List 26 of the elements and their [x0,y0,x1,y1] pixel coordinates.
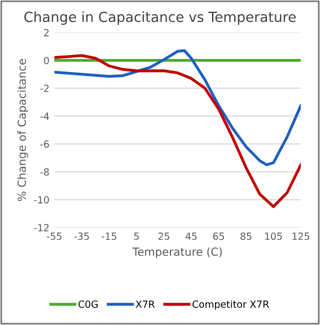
legend-label: C0G [78,300,98,308]
x-tick-label: 25 [158,232,170,240]
x-tick-label: -55 [46,232,62,240]
x-axis-title: Temperature (C) [132,247,222,258]
x-tick-label: 5 [134,232,139,240]
y-tick-label: -10 [34,196,49,204]
y-tick-label: -8 [40,168,49,176]
x-tick-label: -35 [74,232,89,240]
x-tick-label: 45 [186,232,197,240]
y-tick-label: -4 [40,112,49,120]
y-axis-title: % Change of Capacitance [17,59,28,201]
y-tick-label: -6 [40,140,49,148]
chart-title: Change in Capacitance vs Temperature [24,11,296,25]
x-tick-label: 85 [240,232,252,240]
x-tick-label: 125 [292,232,310,240]
y-tick-label: -12 [34,224,49,232]
x-tick-label: -15 [102,232,116,240]
line-series [54,49,301,166]
x-tick-label: 105 [265,232,282,240]
y-tick-label: 0 [44,56,49,64]
y-tick-label: 2 [44,28,49,36]
legend-label: X7R [136,300,155,308]
legend-label: Competitor X7R [192,300,269,310]
y-tick-label: -2 [40,84,49,92]
x-tick-label: 65 [213,232,224,240]
line-series [54,54,301,208]
